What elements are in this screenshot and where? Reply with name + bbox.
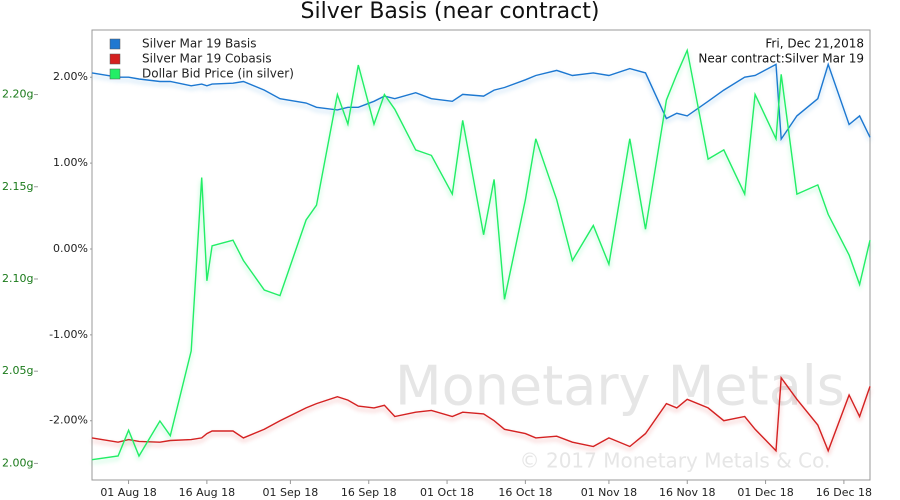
y-tick-label: 1.00% [53,156,88,169]
y2-tick-label: 2.05g [2,364,33,377]
x-tick-label: 16 Oct 18 [498,486,552,499]
legend-swatch [109,68,121,80]
annotation: Fri, Dec 21,2018 [765,37,864,51]
x-tick-label: 16 Nov 18 [659,486,715,499]
x-tick-label: 01 Aug 18 [100,486,156,499]
series-line [91,62,871,142]
legend-label: Dollar Bid Price (in silver) [142,67,294,81]
legend-label: Silver Mar 19 Basis [142,37,256,51]
plot-frame [91,29,871,481]
y2-tick-label: 2.20g [2,88,33,101]
legend-label: Silver Mar 19 Cobasis [142,52,272,66]
y2-tick-label: 2.10g [2,272,33,285]
y2-tick-label: 2.00g [2,456,33,469]
x-tick-label: 01 Nov 18 [581,486,637,499]
legend-swatch [109,53,121,65]
x-tick-label: 01 Oct 18 [420,486,474,499]
watermark: Monetary Metals [395,355,845,418]
y-tick-label: -2.00% [49,414,88,427]
y-tick-label: 2.00% [53,70,88,83]
y2-tick-label: 2.15g [2,180,33,193]
y-tick-label: 0.00% [53,242,88,255]
annotation: Near contract:Silver Mar 19 [698,52,864,66]
chart-title: Silver Basis (near contract) [301,0,600,24]
x-tick-label: 16 Sep 18 [341,486,397,499]
x-tick-label: 01 Sep 18 [263,486,319,499]
y-tick-label: -1.00% [49,328,88,341]
x-tick-label: 01 Dec 18 [737,486,793,499]
series-line [91,47,871,461]
x-tick-label: 16 Dec 18 [816,486,872,499]
x-tick-label: 16 Aug 18 [179,486,235,499]
series-line [91,375,871,453]
legend-swatch [109,38,121,50]
watermark: © 2017 Monetary Metals & Co. [520,449,831,473]
